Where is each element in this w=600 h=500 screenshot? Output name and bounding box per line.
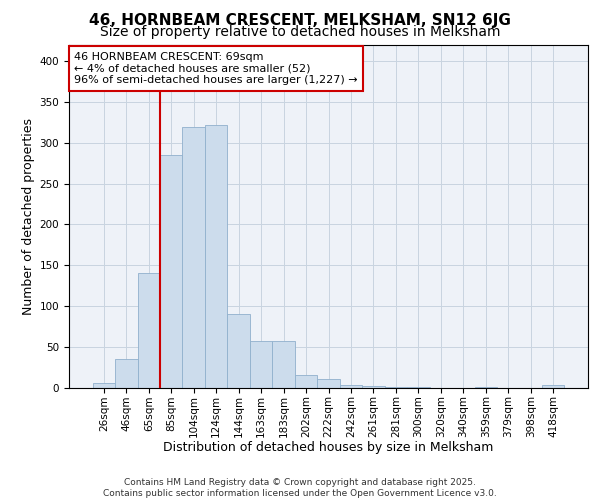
Text: 46, HORNBEAM CRESCENT, MELKSHAM, SN12 6JG: 46, HORNBEAM CRESCENT, MELKSHAM, SN12 6J…: [89, 12, 511, 28]
Bar: [205, 125, 227, 388]
Bar: [227, 314, 250, 388]
Bar: [362, 386, 385, 388]
X-axis label: Distribution of detached houses by size in Melksham: Distribution of detached houses by size …: [163, 442, 494, 454]
Bar: [407, 386, 430, 388]
Bar: [160, 155, 182, 388]
Bar: [250, 341, 272, 388]
Y-axis label: Number of detached properties: Number of detached properties: [22, 118, 35, 315]
Bar: [340, 385, 362, 388]
Bar: [115, 359, 137, 388]
Bar: [272, 341, 295, 388]
Bar: [385, 386, 407, 388]
Bar: [475, 386, 497, 388]
Bar: [92, 384, 115, 388]
Bar: [295, 376, 317, 388]
Bar: [317, 380, 340, 388]
Bar: [137, 274, 160, 388]
Text: 46 HORNBEAM CRESCENT: 69sqm
← 4% of detached houses are smaller (52)
96% of semi: 46 HORNBEAM CRESCENT: 69sqm ← 4% of deta…: [74, 52, 358, 85]
Text: Contains HM Land Registry data © Crown copyright and database right 2025.
Contai: Contains HM Land Registry data © Crown c…: [103, 478, 497, 498]
Text: Size of property relative to detached houses in Melksham: Size of property relative to detached ho…: [100, 25, 500, 39]
Bar: [182, 126, 205, 388]
Bar: [542, 385, 565, 388]
